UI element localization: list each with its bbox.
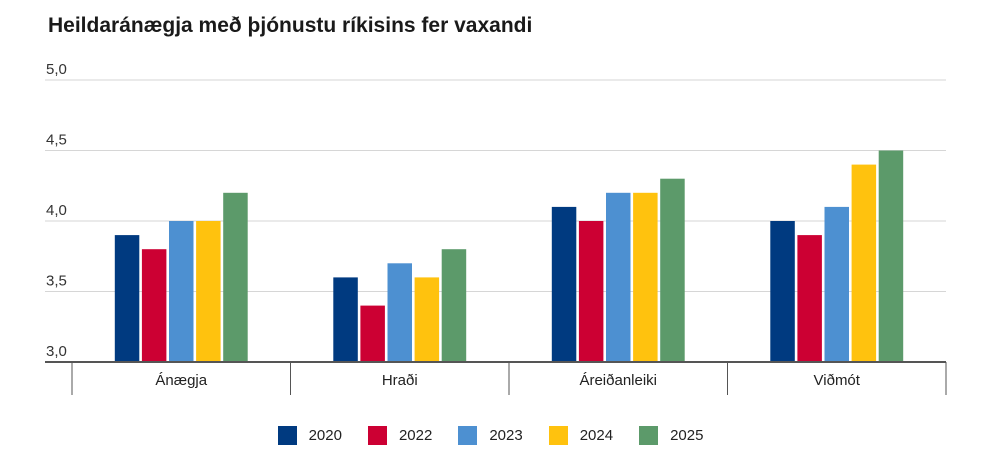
y-tick-label: 5,0	[46, 61, 67, 78]
bar-2023-1	[387, 263, 412, 362]
x-tick-label: Viðmót	[814, 372, 861, 389]
bar-2022-3	[797, 235, 822, 362]
legend-swatch	[548, 426, 568, 445]
bar-2025-1	[441, 249, 467, 362]
legend-swatch	[458, 426, 478, 445]
legend-item-2023: 2023	[458, 426, 536, 445]
legend-label: 2025	[670, 427, 704, 444]
y-tick-label: 4,5	[46, 132, 67, 149]
chart-title: Heildaránægja með þjónustu ríkisins fer …	[48, 14, 533, 37]
bar-2022-1	[360, 305, 385, 362]
bar-2023-0	[169, 221, 194, 362]
legend-label: 2023	[489, 427, 523, 444]
legend-label: 2024	[579, 427, 614, 444]
bar-2023-3	[824, 206, 849, 362]
legend-item-2024: 2024	[548, 426, 627, 445]
bar-2024-0	[196, 221, 221, 362]
bar-2023-2	[606, 192, 631, 362]
bar-2022-0	[141, 249, 167, 362]
gridlines	[45, 79, 946, 292]
legend-swatch	[367, 426, 387, 445]
x-tick-label: Ánægja	[155, 372, 207, 389]
x-tick-label: Hraði	[382, 372, 418, 389]
y-tick-label: 3,0	[46, 343, 67, 360]
bar-2020-1	[333, 277, 358, 362]
bar-2020-3	[770, 221, 795, 362]
y-tick-label: 3,5	[46, 273, 67, 290]
x-tick-label: Áreiðanleiki	[579, 372, 657, 389]
bar-2022-2	[578, 221, 604, 362]
bar-2024-1	[414, 277, 440, 362]
legend-item-2022: 2022	[367, 426, 446, 445]
legend-label: 2020	[308, 427, 342, 444]
bars	[114, 150, 904, 362]
bar-2025-3	[878, 150, 904, 362]
y-axis-ticks: 3,0 3,5 4,0 4,5 5,0	[46, 61, 67, 360]
bar-2024-2	[633, 192, 658, 362]
bar-2025-2	[660, 178, 685, 362]
x-axis: Ánægja Hraði Áreiðanleiki Viðmót	[45, 361, 947, 395]
bar-2020-0	[114, 235, 140, 362]
legend-item-2020: 2020	[277, 426, 356, 445]
legend-label: 2022	[398, 427, 433, 444]
legend-swatch	[639, 426, 659, 445]
bar-2024-3	[851, 164, 877, 362]
legend-swatch	[277, 426, 297, 445]
y-tick-label: 4,0	[46, 202, 67, 219]
bar-2025-0	[223, 192, 248, 362]
legend: 2020 2022 2023 2024 2025	[0, 426, 995, 445]
bar-2020-2	[551, 206, 577, 362]
legend-item-2025: 2025	[639, 426, 717, 445]
